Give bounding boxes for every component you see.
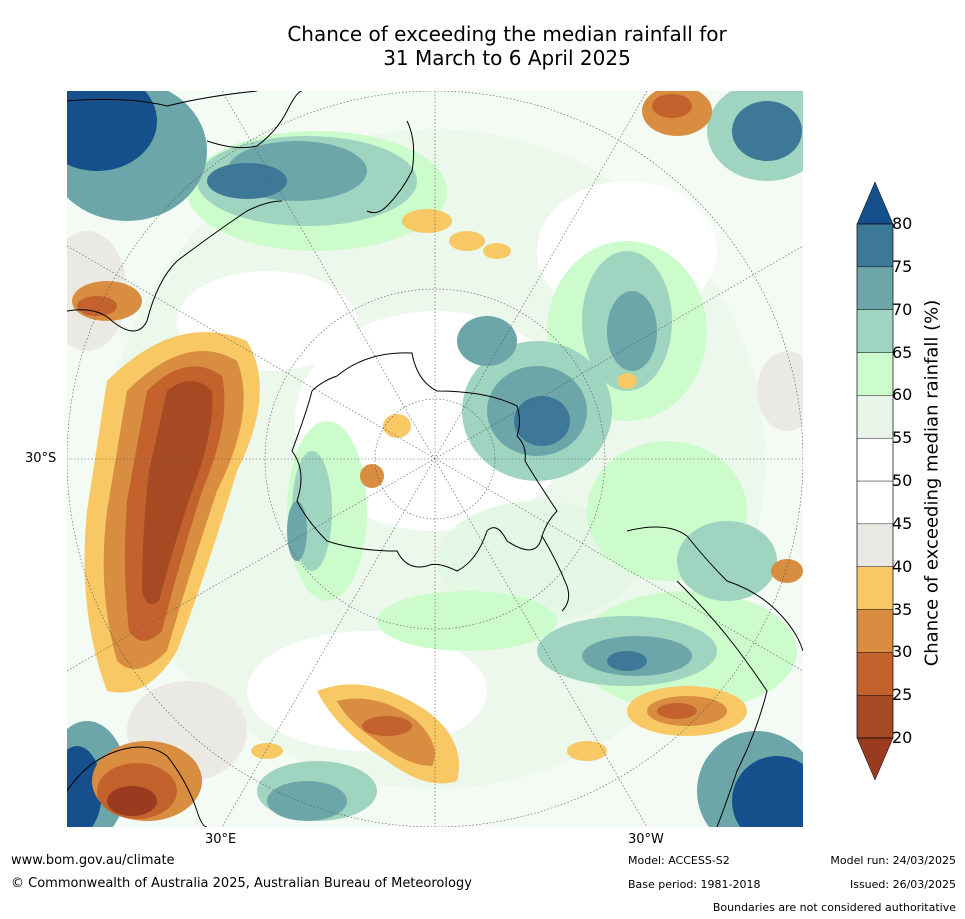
footer-url[interactable]: www.bom.gov.au/climate [11, 853, 175, 868]
map-canvas [67, 91, 803, 827]
new-zealand-coast [366, 120, 415, 214]
colorbar-upper-arrow [856, 181, 894, 225]
colorbar-tick-label: 80 [892, 214, 913, 233]
asia-coast [67, 91, 258, 107]
colorbar-tick-label: 30 [892, 642, 913, 662]
colorbar-cell [856, 566, 894, 610]
colorbar-cell [856, 309, 894, 353]
colorbar-tick-label: 70 [892, 299, 913, 319]
colorbar-tick-label: 35 [892, 599, 913, 619]
colorbar-cell [856, 523, 894, 567]
colorbar-cells [856, 223, 894, 739]
colorbar-cell [856, 652, 894, 696]
colorbar-cell [856, 437, 894, 482]
colorbar-lower-arrow [856, 737, 894, 781]
colorbar-tick-label: 55 [892, 428, 913, 448]
colorbar-frame [856, 223, 894, 739]
colorbar: 20 25 30 35 40 45 50 55 60 65 70 75 80 [855, 180, 965, 785]
footer-disclaimer: Boundaries are not considered authoritat… [712, 901, 956, 914]
colorbar-cell [856, 480, 894, 525]
colorbar-cell [856, 266, 894, 310]
antarctic-peninsula [541, 535, 570, 612]
graticule [67, 91, 803, 827]
australia-coast [67, 746, 208, 827]
colorbar-label: Chance of exceeding median rainfall (%) [921, 299, 943, 667]
colorbar-tick-label: 65 [892, 342, 913, 362]
footer-issued: Issued: 26/03/2025 [849, 878, 956, 891]
colorbar-cell [856, 609, 894, 653]
colorbar-cell [856, 694, 894, 739]
colorbar-tick-label: 45 [892, 513, 913, 533]
lon-label-30e: 30°E [205, 832, 237, 847]
south-america-coast [626, 526, 803, 827]
colorbar-tick-label: 40 [892, 556, 913, 576]
lat-label-30s: 30°S [25, 451, 57, 466]
footer-copyright: © Commonwealth of Australia 2025, Austra… [11, 876, 472, 891]
title-line-2: 31 March to 6 April 2025 [383, 46, 631, 70]
lon-label-30w: 30°W [628, 832, 664, 847]
chart-title: Chance of exceeding the median rainfall … [0, 22, 965, 70]
probability-field [67, 91, 803, 827]
colorbar-swatches [856, 181, 894, 781]
colorbar-tick-label: 75 [892, 256, 913, 276]
africa-coast [67, 200, 283, 332]
colorbar-cell [856, 352, 894, 396]
rainfall-probability-map [67, 91, 803, 827]
title-line-1: Chance of exceeding the median rainfall … [287, 22, 727, 46]
colorbar-tick-label: 50 [892, 471, 913, 490]
footer-base-period: Base period: 1981-2018 [628, 878, 761, 891]
colorbar-tick-label: 20 [892, 728, 913, 747]
colorbar-tick-label: 60 [892, 385, 913, 405]
australia-south-coast [206, 91, 303, 149]
coastlines [67, 91, 803, 827]
footer-model-run: Model run: 24/03/2025 [830, 854, 956, 867]
antarctica-coast [291, 352, 558, 572]
colorbar-cell [856, 223, 894, 268]
footer-model: Model: ACCESS-S2 [628, 854, 730, 867]
colorbar-cell [856, 395, 894, 439]
colorbar-tick-label: 25 [892, 685, 913, 705]
